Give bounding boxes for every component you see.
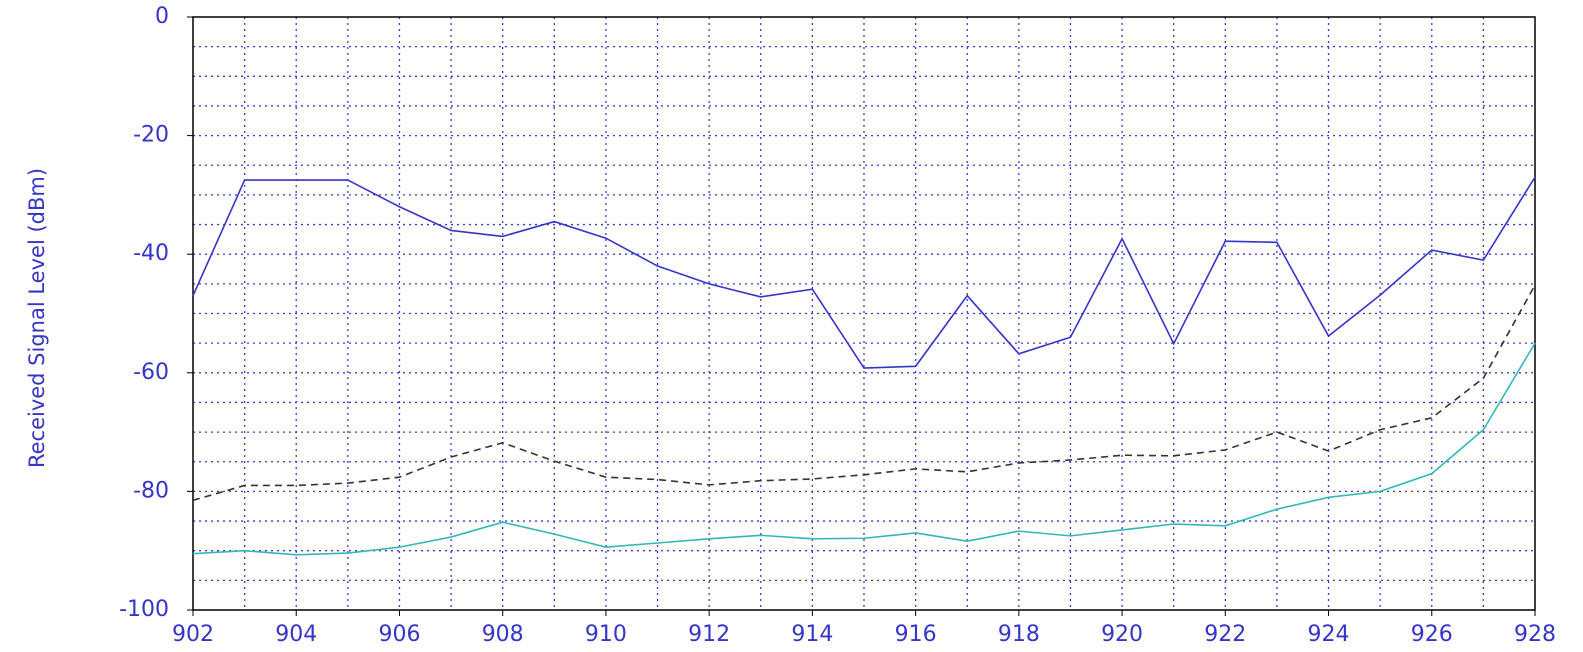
- x-tick-label: 922: [1204, 622, 1246, 647]
- series-line: [192, 284, 1536, 502]
- x-tick-label: 904: [275, 622, 317, 647]
- x-tick-label: 912: [688, 622, 730, 647]
- x-tick-label: 916: [895, 622, 937, 647]
- series-line: [192, 342, 1536, 556]
- y-tick-label: 0: [155, 4, 169, 29]
- plot-frame: [192, 16, 1536, 611]
- x-tick-label: 924: [1308, 622, 1350, 647]
- y-tick-label: -80: [133, 478, 169, 503]
- x-tick-label: 906: [378, 622, 420, 647]
- y-tick-label: -100: [119, 597, 169, 622]
- x-tick-label: 914: [791, 622, 833, 647]
- y-tick-label: -40: [133, 241, 169, 266]
- x-tick-label: 926: [1411, 622, 1453, 647]
- x-tick-label: 928: [1514, 622, 1556, 647]
- x-tick-label: 908: [482, 622, 524, 647]
- series-line: [192, 176, 1536, 369]
- y-axis-label: Received Signal Level (dBm): [25, 168, 49, 468]
- y-tick-label: -20: [133, 123, 169, 148]
- x-tick-label: 902: [172, 622, 214, 647]
- x-tick-label: 920: [1101, 622, 1143, 647]
- x-tick-label: 910: [585, 622, 627, 647]
- x-tick-label: 918: [998, 622, 1040, 647]
- y-tick-label: -60: [133, 360, 169, 385]
